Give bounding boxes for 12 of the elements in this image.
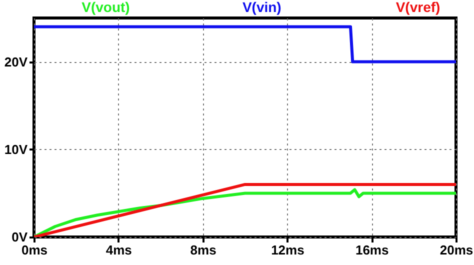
y-tick-label: 0V <box>12 230 28 244</box>
x-tick-label: 12ms <box>271 242 304 258</box>
x-tick-label: 20ms <box>440 242 474 258</box>
y-tick-label: 10V <box>4 142 28 157</box>
x-tick-label: 8ms <box>190 242 216 258</box>
text: V(vout) <box>82 0 130 15</box>
y-tick-label: 20V <box>4 54 28 70</box>
text: V(vref) <box>396 0 440 15</box>
x-tick-label: 4ms <box>106 242 132 258</box>
x-tick-label: 16ms <box>355 242 389 258</box>
x-tick-label: 0ms <box>21 242 48 258</box>
series-label: V(vin) <box>242 0 282 15</box>
